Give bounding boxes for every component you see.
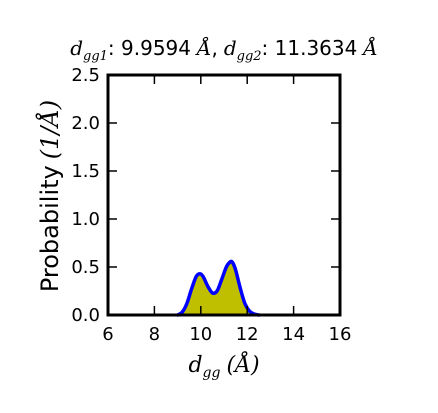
y-axis-label: Probability (1/Å) [35, 100, 64, 292]
y-tick-label: 0.5 [71, 257, 100, 278]
title-d1-value: : 9.9594 [108, 36, 191, 60]
title-d1-symbol: d [70, 36, 83, 60]
x-axis-label-subscript: gg [203, 365, 221, 381]
title-separator: , [211, 36, 217, 60]
y-tick-label: 1.0 [71, 209, 100, 230]
axes-frame [106, 73, 342, 317]
y-axis-label-unit: (1/Å) [35, 100, 64, 159]
y-tick-label: 1.5 [71, 161, 100, 182]
y-axis-label-text: Probability [36, 165, 64, 292]
x-tick-label: 12 [236, 324, 259, 345]
x-tick-label: 10 [189, 324, 212, 345]
x-tick-label: 16 [329, 324, 352, 345]
tick-labels: 6 8 10 12 14 16 0.0 0.5 1.0 1.5 2.0 2.5 [71, 65, 351, 345]
x-axis-label-unit: (Å) [226, 350, 259, 378]
title-d2-value: : 11.3634 [262, 36, 358, 60]
x-tick-label: 14 [282, 324, 305, 345]
x-tick-label: 8 [149, 324, 160, 345]
y-tick-label: 0.0 [71, 305, 100, 326]
series-0-line [175, 259, 261, 317]
title-d2-unit: Å [361, 35, 377, 60]
plot-area [175, 259, 261, 317]
y-tick-label: 2.0 [71, 113, 100, 134]
title-d1-unit: Å [195, 35, 211, 60]
x-axis-label-symbol: d [188, 353, 202, 378]
x-axis-label: dgg (Å) [188, 350, 259, 381]
y-tick-label: 2.5 [71, 65, 100, 86]
chart-title: dgg1: 9.9594 Å, dgg2: 11.3634 Å [70, 35, 378, 64]
title-d2-symbol: d [224, 36, 237, 60]
x-tick-label: 6 [102, 324, 113, 345]
title-d2-subscript: gg2 [237, 49, 262, 64]
title-d1-subscript: gg1 [83, 49, 108, 64]
